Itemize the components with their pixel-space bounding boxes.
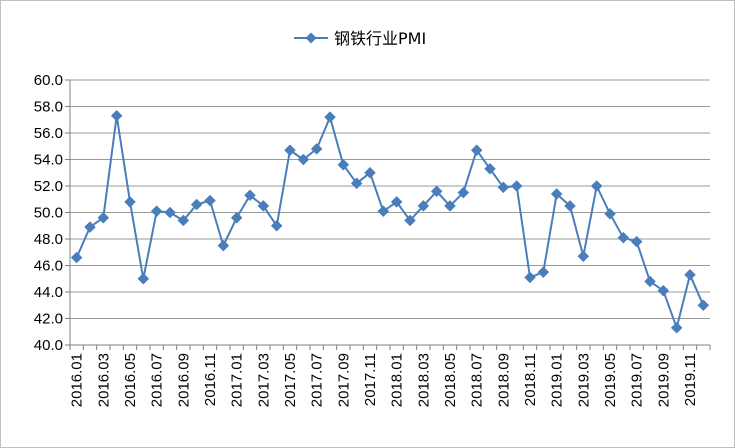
data-point — [150, 205, 163, 218]
data-point — [590, 180, 603, 192]
data-point — [244, 189, 256, 202]
x-tick-label: 2018.03 — [415, 353, 432, 407]
y-tick-label: 58.0 — [34, 99, 63, 116]
legend: 钢铁行业PMI — [294, 29, 426, 48]
data-point — [230, 211, 243, 224]
legend-diamond-marker — [305, 32, 317, 44]
data-point — [377, 205, 390, 218]
data-point — [617, 231, 630, 244]
data-point — [84, 221, 96, 233]
data-point — [364, 166, 376, 179]
data-point — [484, 162, 496, 175]
data-point — [190, 198, 203, 211]
y-tick-label: 42.0 — [34, 311, 63, 328]
data-point — [284, 144, 296, 157]
data-point — [657, 284, 670, 297]
data-point — [390, 196, 403, 208]
series-polyline — [75, 114, 705, 329]
x-tick-label: 2016.03 — [95, 353, 112, 407]
y-axis-tick-labels: 40.0 42.0 44.0 46.0 48.0 50.0 52.0 54.0 56.0 58.0… — [34, 72, 63, 354]
legend-label: 钢铁行业PMI — [334, 29, 426, 48]
y-tick-label: 46.0 — [34, 258, 63, 275]
data-point — [137, 272, 150, 285]
data-point — [470, 144, 483, 157]
data-point — [350, 177, 363, 190]
data-point — [310, 143, 323, 155]
x-tick-label: 2018.09 — [495, 353, 512, 407]
y-tick-label: 54.0 — [34, 152, 63, 169]
y-tick-label: 56.0 — [34, 125, 63, 142]
x-tick-label: 2019.09 — [655, 353, 672, 407]
data-point — [297, 153, 310, 166]
data-point — [110, 109, 123, 122]
x-tick-label: 2018.01 — [389, 353, 406, 407]
data-point — [697, 299, 710, 312]
data-point — [124, 196, 136, 208]
data-point — [444, 200, 456, 212]
data-point — [644, 275, 656, 288]
x-tick-label: 2016.05 — [122, 353, 139, 407]
data-point — [430, 185, 443, 198]
x-tick-label: 2018.11 — [522, 353, 539, 406]
x-tick-label: 2017.09 — [335, 353, 352, 407]
data-point — [204, 194, 216, 207]
y-tick-label: 48.0 — [34, 231, 63, 248]
y-tick-label: 60.0 — [34, 72, 63, 89]
data-point — [417, 200, 430, 212]
data-point — [404, 214, 416, 227]
data-point — [324, 111, 336, 123]
data-point — [537, 266, 550, 278]
axes — [65, 79, 711, 350]
data-point — [177, 214, 190, 227]
data-point — [337, 158, 350, 171]
data-point — [217, 239, 230, 252]
x-tick-label: 2018.05 — [442, 353, 459, 407]
data-point — [564, 200, 576, 212]
series-markers — [70, 109, 710, 334]
x-tick-label: 2019.11 — [682, 353, 699, 406]
x-tick-label: 2019.01 — [549, 353, 566, 407]
data-point — [270, 219, 283, 232]
data-point — [550, 188, 563, 200]
y-tick-label: 52.0 — [34, 178, 63, 195]
x-tick-label: 2017.05 — [282, 353, 299, 407]
x-tick-label: 2017.03 — [255, 353, 272, 407]
x-tick-label: 2019.07 — [629, 353, 646, 407]
y-tick-label: 44.0 — [34, 284, 63, 301]
x-tick-label: 2017.01 — [229, 353, 246, 407]
x-tick-label: 2018.07 — [469, 353, 486, 407]
data-point — [670, 321, 683, 334]
x-tick-label: 2017.07 — [309, 353, 326, 407]
x-tick-label: 2017.11 — [362, 353, 379, 406]
data-point — [257, 200, 270, 212]
y-tick-label: 50.0 — [34, 205, 63, 222]
data-point — [684, 268, 696, 281]
data-point — [604, 207, 616, 220]
data-point — [577, 250, 590, 263]
data-point — [497, 181, 510, 194]
data-point — [70, 251, 83, 264]
data-point — [164, 206, 176, 219]
x-tick-label: 2019.03 — [575, 353, 592, 407]
x-tick-label: 2016.09 — [175, 353, 192, 407]
y-tick-label: 40.0 — [34, 337, 63, 354]
x-tick-label: 2016.01 — [69, 353, 86, 407]
x-tick-label: 2019.05 — [602, 353, 619, 407]
x-tick-label: 2016.11 — [202, 353, 219, 406]
x-axis-tick-labels: 2016.01 2016.03 2016.05 2016.07 2016.09 2016.… — [69, 353, 699, 407]
x-tick-label: 2016.07 — [149, 353, 166, 407]
gridlines — [70, 79, 710, 319]
data-point — [524, 271, 536, 284]
series-line — [75, 114, 705, 329]
data-point — [97, 211, 110, 224]
data-point — [510, 180, 523, 192]
data-point — [630, 235, 643, 248]
data-point — [457, 186, 470, 199]
